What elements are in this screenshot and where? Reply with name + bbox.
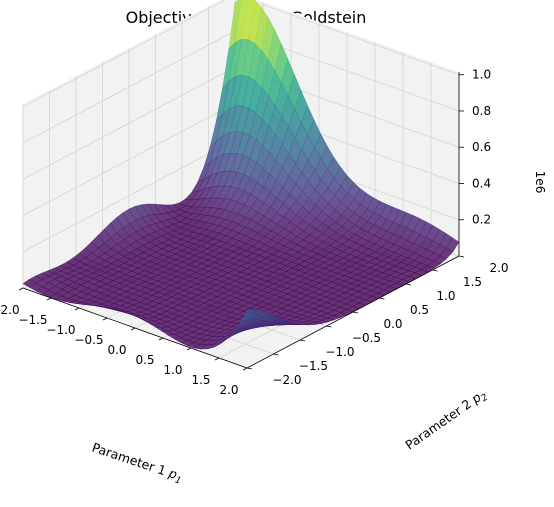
left-gridline-z (22, 66, 236, 180)
z-tick-label: 0.6 (472, 140, 491, 154)
x-tick-label: −2.0 (0, 303, 20, 317)
y-axis-ticks: −2.0−1.5−1.0−0.50.0 0.5 1.0 1.5 2.0 (246, 255, 509, 387)
x-tick-mark (102, 317, 108, 321)
x-tick-label: 1.5 (191, 373, 210, 387)
z-tick-label: 0.8 (472, 104, 491, 118)
y-tick-mark (352, 311, 359, 314)
x-tick-label: 0.0 (107, 343, 126, 357)
y-tick-label: −1.5 (299, 359, 328, 373)
y-tick-label: −1.0 (325, 345, 354, 359)
y-axis-label: Parameter 2 p2 (402, 386, 490, 455)
z-axis-scale-label: 1e6 (533, 171, 547, 194)
x-tick-mark (46, 297, 52, 301)
x-tick-mark (130, 327, 136, 331)
z-tick-label: 0.4 (472, 177, 491, 191)
y-tick-mark (326, 325, 332, 328)
left-gridline-z (22, 30, 236, 144)
x-tick-mark (214, 357, 220, 361)
x-tick-mark (18, 287, 24, 291)
x-tick-mark (158, 337, 164, 341)
y-tick-mark (458, 255, 465, 258)
y-tick-mark (432, 269, 438, 272)
x-tick-label: −1.0 (46, 323, 75, 337)
y-tick-label: 0.0 (383, 317, 402, 331)
y-tick-label: −2.0 (272, 373, 301, 387)
x-tick-mark (242, 367, 248, 371)
surface-mesh (22, 0, 460, 350)
z-tick-label: 0.2 (472, 213, 491, 227)
z-tick-label: 1.0 (472, 68, 491, 82)
y-tick-label: −0.5 (352, 331, 381, 345)
x-tick-mark (186, 347, 192, 351)
x-tick-label: 0.5 (135, 353, 154, 367)
y-tick-mark (379, 297, 385, 300)
y-tick-label: 1.0 (436, 289, 455, 303)
y-tick-label: 0.5 (410, 303, 429, 317)
z-axis-ticks: 0.2 0.4 0.6 0.8 1.0 (459, 68, 491, 227)
x-tick-mark (74, 307, 80, 311)
x-tick-label: 2.0 (219, 383, 238, 397)
left-gridline-z (22, 103, 236, 216)
x-axis-label: Parameter 1 p1 (89, 440, 184, 487)
y-tick-label: 1.5 (463, 275, 482, 289)
y-tick-mark (299, 339, 306, 342)
x-tick-label: 1.0 (163, 363, 182, 377)
y-tick-mark (246, 367, 253, 370)
x-axis-ticks: −2.0−1.5−1.0−0.5 0.0 0.5 1.0 1.5 2.0 (0, 287, 248, 397)
x-tick-label: −0.5 (74, 333, 103, 347)
y-tick-label: 2.0 (489, 261, 508, 275)
left-gridline-z (22, 139, 236, 253)
x-tick-label: −1.5 (18, 313, 47, 327)
surface-patch (239, 309, 254, 323)
back-gridline-z (248, 0, 460, 76)
y-tick-mark (405, 283, 412, 286)
y-tick-mark (273, 353, 279, 356)
left-gridline-z (22, 0, 226, 108)
